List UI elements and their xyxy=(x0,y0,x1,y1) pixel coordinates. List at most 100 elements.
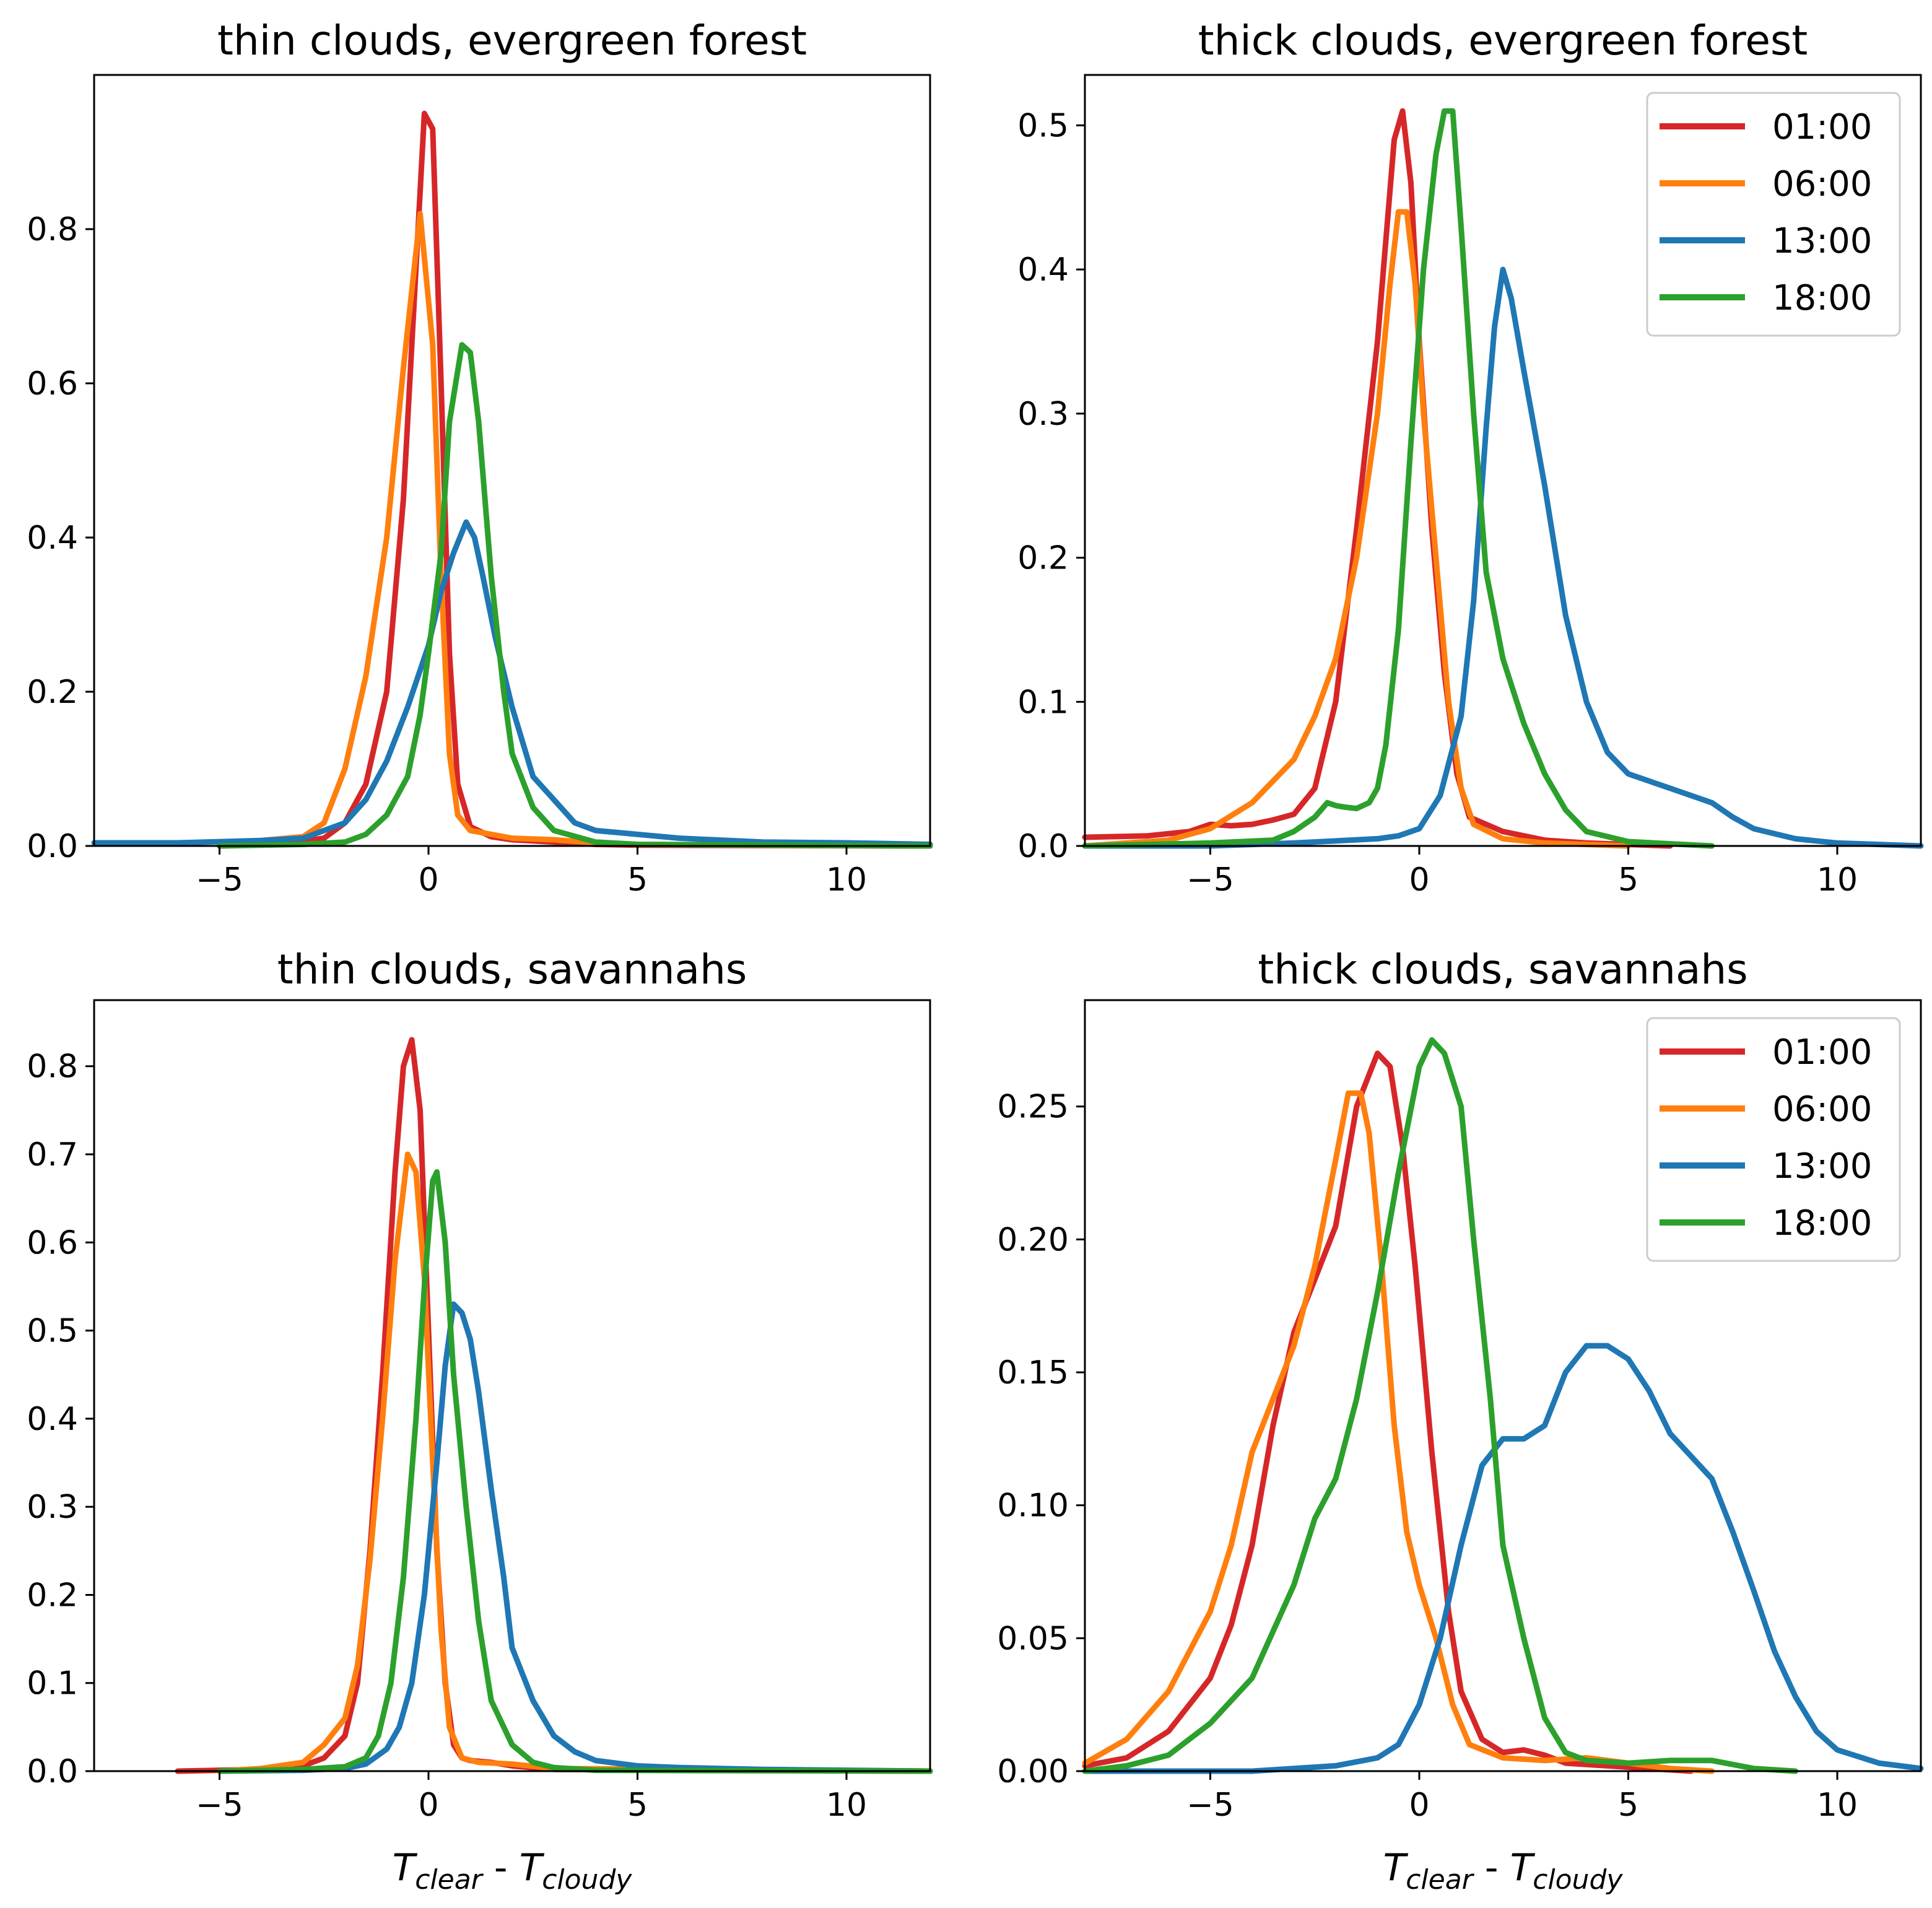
x-tick-label: 0 xyxy=(1409,861,1429,899)
panel-title: thick clouds, savannahs xyxy=(1258,946,1747,993)
x-label-t1: T xyxy=(393,1846,418,1889)
y-tick-label: 0.5 xyxy=(27,1313,78,1350)
x-tick-label: 0 xyxy=(1409,1787,1429,1824)
y-tick-label: 0.4 xyxy=(27,1401,78,1438)
y-axis-ticks: 0.00 0.05 0.10 0.15 0.20 0.25 xyxy=(997,1089,1085,1790)
y-tick-label: 0.3 xyxy=(1017,396,1069,433)
series-line-0600 xyxy=(1082,209,1631,849)
x-axis-label: Tclear - Tcloudy xyxy=(393,1846,633,1896)
x-tick-label: 0 xyxy=(418,1787,438,1824)
series-line-0600 xyxy=(1082,1090,1715,1774)
series-line-1300 xyxy=(217,1301,933,1774)
plot-frame xyxy=(1084,999,1922,1772)
y-tick-label: 0.25 xyxy=(997,1089,1069,1126)
legend-label-1300: 13:00 xyxy=(1772,221,1872,261)
x-label-sep: - xyxy=(482,1846,520,1889)
series-line-1800 xyxy=(217,1169,933,1774)
legend-label-0100: 01:00 xyxy=(1772,1032,1872,1073)
legend-label-0100: 01:00 xyxy=(1772,107,1872,147)
x-label-sub1: clear xyxy=(1406,1864,1474,1896)
y-tick-label: 0.2 xyxy=(27,1577,78,1614)
x-tick-label: −5 xyxy=(196,861,243,899)
x-label-t2: T xyxy=(1510,1846,1536,1889)
y-tick-label: 0.2 xyxy=(27,674,78,711)
x-tick-label: 10 xyxy=(826,1787,867,1824)
y-tick-label: 0.4 xyxy=(27,520,78,557)
x-tick-label: 0 xyxy=(418,861,438,899)
y-tick-label: 0.2 xyxy=(1017,540,1069,577)
x-axis-ticks: −5 0 5 10 xyxy=(1186,846,1858,899)
y-tick-label: 0.1 xyxy=(1017,684,1069,721)
panel-title: thick clouds, evergreen forest xyxy=(1198,17,1808,64)
x-label-sub1: clear xyxy=(415,1864,484,1896)
series-line-0100 xyxy=(1082,108,1673,849)
plot-frame xyxy=(93,74,931,847)
y-tick-label: 0.6 xyxy=(27,1224,78,1261)
panel-thick-savannahs: thick clouds, savannahs −5 0 5 10 0.000.050… xyxy=(997,946,1924,1896)
series-layer xyxy=(91,110,933,849)
y-tick-label: 0.00 xyxy=(997,1753,1069,1790)
legend-label-1800: 18:00 xyxy=(1772,1203,1872,1244)
plot-frame xyxy=(93,999,931,1772)
x-label-sep: - xyxy=(1473,1846,1510,1889)
series-line-1300 xyxy=(1082,266,1924,849)
legend: 01:00 06:00 13:00 18:00 xyxy=(1646,1017,1901,1262)
y-tick-label: 0.0 xyxy=(27,1753,78,1790)
y-tick-label: 0.10 xyxy=(997,1488,1069,1525)
y-tick-label: 0.5 xyxy=(1017,107,1069,144)
x-label-t1: T xyxy=(1383,1846,1409,1889)
y-axis-ticks: 0.0 0.2 0.4 0.6 0.8 xyxy=(27,211,94,865)
x-axis-ticks: −5 0 5 10 xyxy=(196,846,867,899)
series-line-1800 xyxy=(1082,108,1715,849)
y-tick-label: 0.20 xyxy=(997,1221,1069,1258)
x-tick-label: 5 xyxy=(1618,861,1638,899)
series-layer xyxy=(1082,108,1924,849)
x-tick-label: −5 xyxy=(1186,1787,1234,1824)
panel-title: thin clouds, savannahs xyxy=(277,946,747,993)
x-label-t2: T xyxy=(520,1846,545,1889)
legend-label-1300: 13:00 xyxy=(1772,1146,1872,1187)
x-tick-label: 5 xyxy=(627,861,648,899)
legend-label-1800: 18:00 xyxy=(1772,278,1872,318)
panel-thin-savannahs: thin clouds, savannahs −5 0 5 10 0.00.10.20… xyxy=(27,946,933,1896)
y-tick-label: 0.3 xyxy=(27,1489,78,1526)
series-line-1800 xyxy=(1082,1037,1798,1774)
y-tick-label: 0.0 xyxy=(27,828,78,865)
y-tick-label: 0.6 xyxy=(27,365,78,403)
panel-title: thin clouds, evergreen forest xyxy=(217,17,807,64)
x-label-sub2: cloudy xyxy=(542,1864,632,1896)
y-axis-ticks: 0.0 0.1 0.2 0.3 0.4 0.5 0.6 0.7 0.8 xyxy=(27,1048,94,1790)
y-tick-label: 0.7 xyxy=(27,1136,78,1174)
y-axis-ticks: 0.0 0.1 0.2 0.3 0.4 0.5 xyxy=(1017,107,1085,865)
legend-box xyxy=(1646,92,1901,337)
y-tick-label: 0.8 xyxy=(27,1048,78,1086)
x-axis-label: Tclear - Tcloudy xyxy=(1383,1846,1624,1896)
x-axis-ticks: −5 0 5 10 xyxy=(1186,1771,1858,1824)
plot-frame xyxy=(1084,74,1922,847)
series-line-0600 xyxy=(217,1151,933,1774)
legend: 01:00 06:00 13:00 18:00 xyxy=(1646,92,1901,337)
panel-thick-evergreen: thick clouds, evergreen forest −5 0 5 10 0.… xyxy=(1017,17,1924,899)
y-tick-label: 0.8 xyxy=(27,211,78,248)
series-line-1800 xyxy=(217,342,933,849)
y-tick-label: 0.1 xyxy=(27,1665,78,1702)
x-tick-label: 10 xyxy=(826,861,867,899)
series-line-0600 xyxy=(217,211,933,849)
x-tick-label: 10 xyxy=(1817,1787,1858,1824)
y-tick-label: 0.15 xyxy=(997,1354,1069,1392)
x-label-sub2: cloudy xyxy=(1533,1864,1623,1896)
legend-label-0600: 06:00 xyxy=(1772,164,1872,204)
y-tick-label: 0.4 xyxy=(1017,251,1069,289)
x-tick-label: 5 xyxy=(1618,1787,1638,1824)
series-line-0100 xyxy=(1082,1050,1694,1774)
panel-thin-evergreen: thin clouds, evergreen forest −5 0 5 10 0.0… xyxy=(27,17,933,899)
series-line-1300 xyxy=(91,519,933,847)
legend-box xyxy=(1646,1017,1901,1262)
y-tick-label: 0.0 xyxy=(1017,828,1069,865)
y-tick-label: 0.05 xyxy=(997,1620,1069,1657)
series-layer xyxy=(1082,1037,1924,1774)
series-line-1300 xyxy=(1082,1343,1924,1774)
x-axis-ticks: −5 0 5 10 xyxy=(196,1771,867,1824)
